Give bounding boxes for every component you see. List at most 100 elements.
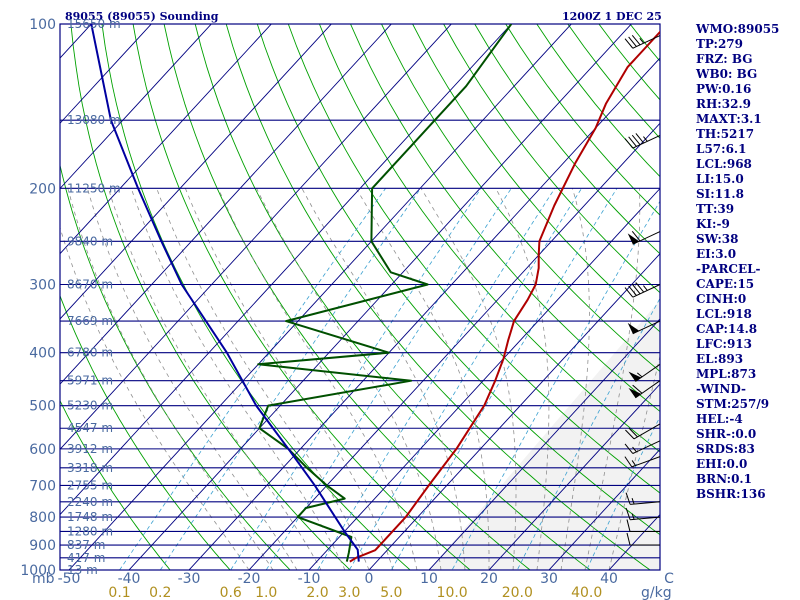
- isotherm-line: [488, 383, 660, 570]
- pressure-tick-label: 400: [29, 346, 56, 362]
- dry-adiabat-line: [70, 24, 351, 570]
- index-line: BSHR:136: [696, 487, 766, 501]
- mixing-ratio-line: [516, 297, 660, 570]
- pressure-tick-label: 700: [29, 478, 56, 494]
- index-line: LI:15.0: [696, 172, 744, 186]
- mixing-ratio-tick-label: 0.1: [108, 585, 130, 600]
- mixing-ratio-tick-label: 20.0: [502, 585, 533, 600]
- wind-barb: [626, 519, 660, 532]
- temperature-tick-label: -40: [118, 571, 141, 587]
- index-line: TP:279: [696, 37, 744, 51]
- mixing-ratio-line: [586, 415, 660, 570]
- mixing-ratio-tick-label: 3.0: [338, 585, 360, 600]
- mixing-ratio-tick-label: 0.6: [220, 585, 242, 600]
- height-label: 9840 m: [67, 234, 113, 248]
- index-line: LCL:968: [696, 157, 752, 171]
- isotherm-line: [60, 24, 392, 385]
- parcel-line: [90, 24, 360, 562]
- isotherm-line: [0, 12, 43, 582]
- height-label: 2240 m: [67, 495, 113, 509]
- temperature-tick-label: -50: [58, 571, 81, 587]
- wind-barb: [624, 34, 661, 49]
- index-line: TH:5217: [696, 127, 755, 141]
- dry-adiabat-line: [60, 399, 171, 570]
- isotherm-line: [368, 253, 660, 570]
- temperature-tick-label: 20: [480, 571, 498, 587]
- temperature-tick-label: -20: [238, 571, 261, 587]
- shaded-region: [429, 24, 660, 570]
- mixing-ratio-line: [159, 188, 422, 570]
- pressure-unit-label: mb: [32, 571, 55, 587]
- isotherm-line: [548, 448, 660, 570]
- index-line: SRDS:83: [696, 442, 755, 456]
- dewpoint-line: [257, 24, 513, 562]
- dry-adiabat-line: [350, 24, 660, 413]
- mixing-ratio-line: [348, 188, 582, 570]
- mixing-ratio-tick-label: 2.0: [306, 585, 328, 600]
- wind-barb: [624, 133, 661, 149]
- height-label: 13080 m: [67, 113, 121, 127]
- dry-adiabat-line: [132, 24, 471, 570]
- index-line: L57:6.1: [696, 142, 747, 156]
- index-line: LCL:918: [696, 307, 752, 321]
- temperature-tick-label: 10: [420, 571, 438, 587]
- height-label: 7669 m: [67, 314, 113, 328]
- mixing-ratio-tick-label: 5.0: [380, 585, 402, 600]
- index-line: WMO:89055: [696, 22, 780, 36]
- index-line: -PARCEL-: [696, 262, 761, 276]
- mixing-ratio-unit-label: g/kg: [641, 585, 672, 600]
- mixing-ratio-line: [451, 200, 660, 570]
- pressure-tick-label: 500: [29, 399, 56, 415]
- wind-barb: [624, 456, 661, 468]
- index-line: TT:39: [696, 202, 735, 216]
- temperature-tick-label: 30: [540, 571, 558, 587]
- mixing-ratio-line: [317, 188, 556, 570]
- height-label: 8670 m: [67, 278, 113, 292]
- moist-adiabat-line: [256, 188, 442, 570]
- height-label: 13 m: [67, 563, 98, 577]
- wind-barb: [627, 230, 661, 245]
- isotherm-line: [60, 24, 152, 124]
- index-line: EL:893: [696, 352, 744, 366]
- mixing-ratio-line: [230, 188, 482, 570]
- index-line: WB0: BG: [696, 67, 758, 81]
- index-line: STM:257/9: [696, 397, 770, 411]
- index-line: CAPE:15: [696, 277, 755, 291]
- moist-adiabat-line: [130, 188, 346, 570]
- isotherm-line: [60, 24, 452, 451]
- wind-barb: [628, 363, 661, 382]
- dry-adiabat-line: [163, 24, 531, 570]
- wind-barb: [624, 440, 661, 454]
- wind-barb: [625, 507, 661, 521]
- pressure-tick-label: 200: [29, 181, 56, 197]
- index-line: CAP:14.8: [696, 322, 758, 336]
- index-line: SW:38: [696, 232, 739, 246]
- pressure-tick-label: 300: [29, 278, 56, 294]
- index-line: FRZ: BG: [696, 52, 753, 66]
- wind-barb: [628, 380, 661, 399]
- mixing-ratio-tick-label: 40.0: [571, 585, 602, 600]
- index-line: RH:32.9: [696, 97, 751, 111]
- height-label: 2755 m: [67, 478, 113, 492]
- temperature-line: [349, 30, 660, 563]
- isotherm-line: [60, 24, 332, 320]
- height-label: 5971 m: [67, 374, 113, 388]
- dry-adiabat-line: [443, 24, 660, 294]
- wind-barbs: [624, 34, 661, 546]
- index-line: CINH:0: [696, 292, 747, 306]
- mixing-ratio-tick-label: 0.2: [149, 585, 171, 600]
- dry-adiabat-line: [412, 24, 660, 333]
- temperature-tick-label: 40: [600, 571, 618, 587]
- index-line: MAXT:3.1: [696, 112, 762, 126]
- moist-adiabat-line: [608, 354, 660, 570]
- isotherm-line: [60, 24, 212, 190]
- wind-barb: [625, 423, 661, 440]
- dry-adiabat-line: [256, 24, 660, 536]
- pressure-tick-label: 600: [29, 442, 56, 458]
- plot-frame: [59, 23, 661, 571]
- isobar-lines: [59, 23, 661, 571]
- isotherm-line: [68, 24, 572, 570]
- isotherm-line: [248, 122, 660, 570]
- mixing-ratio-tick-label: 1.0: [255, 585, 277, 600]
